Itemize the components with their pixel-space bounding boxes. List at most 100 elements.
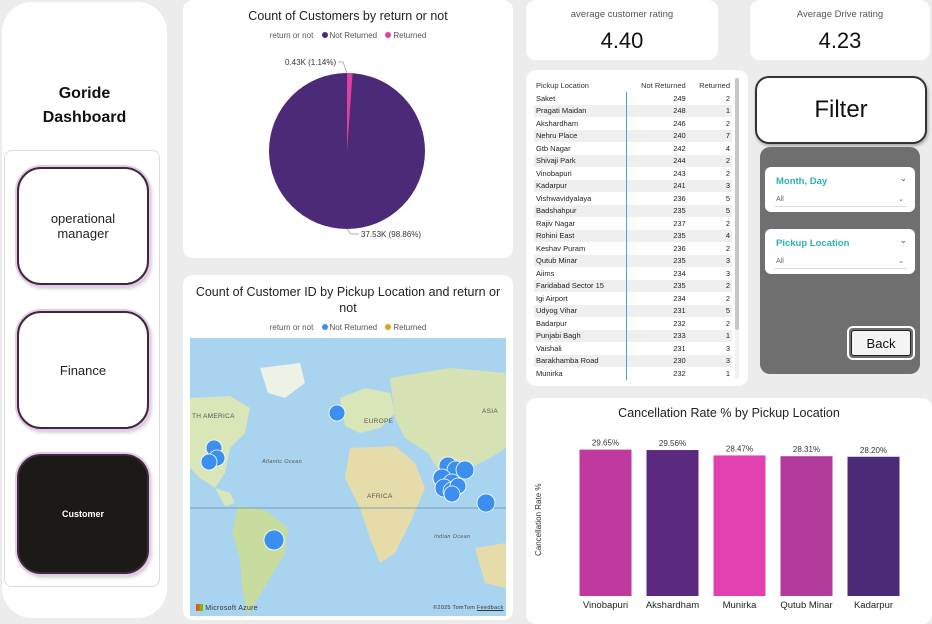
nav-customer-label: Customer (61, 509, 104, 519)
table-row[interactable]: Munirka 232 1 (534, 367, 732, 380)
table-cell-returned: 3 (687, 254, 732, 267)
kpi-drive-rating-label: Average Drive rating (796, 9, 884, 20)
nav-operational-manager-button[interactable]: operational manager (17, 167, 149, 285)
map-label-africa: AFRICA (367, 493, 393, 500)
table-cell-returned: 2 (725, 118, 730, 128)
map-bubble[interactable] (443, 485, 461, 503)
table-cell-returned: 2 (725, 243, 730, 253)
table-cell-location: Barakhamba Road (534, 354, 627, 367)
table-cell-returned: 2 (725, 93, 730, 103)
bar-kadarpur[interactable] (847, 456, 900, 596)
kpi-drive-rating-card: Average Drive rating 4.23 (750, 0, 930, 60)
table-row[interactable]: Rajiv Nagar 237 2 (534, 217, 732, 230)
table-cell-returned: 2 (725, 293, 730, 303)
table-cell-not-returned: 231 (625, 304, 688, 317)
slicer-month-day-value: All (776, 196, 784, 203)
table-cell-location: Aiims (536, 268, 555, 278)
table-row[interactable]: Vishwavidyalaya 236 5 (534, 192, 732, 205)
landmass-europe (340, 388, 395, 433)
table-row[interactable]: Barakhamba Road 230 3 (534, 354, 732, 367)
table-scrollbar-thumb[interactable] (735, 78, 739, 330)
table-cell-not-returned: 231 (625, 342, 688, 355)
map-bubble[interactable] (328, 404, 346, 422)
map-legend: return or not Not Returned Returned (183, 323, 513, 332)
map-title: Count of Customer ID by Pickup Location … (195, 285, 501, 315)
table-row[interactable]: Faridabad Sector 15 235 2 (534, 279, 732, 292)
table-row[interactable]: Qutub Minar 235 3 (534, 254, 732, 267)
table-header-row: Pickup Location Not Returned Returned (534, 78, 732, 92)
table-header-not-returned[interactable]: Not Returned (641, 80, 686, 90)
table-row[interactable]: Vaishali 231 3 (534, 342, 732, 355)
bar-qutub-minar[interactable] (780, 456, 833, 596)
bar-akshardham[interactable] (646, 450, 699, 596)
slicer-month-day-dropdown[interactable]: All ⌄ (774, 193, 907, 207)
table-row[interactable]: Pragati Maidan 248 1 (534, 104, 732, 117)
table-cell-location: Badshahpur (534, 204, 627, 217)
table-row[interactable]: Badshahpur 235 5 (534, 204, 732, 217)
bar-vinobapuri[interactable] (579, 449, 632, 596)
map-bubble[interactable] (200, 453, 218, 471)
world-map-shapes (190, 363, 506, 616)
chevron-down-icon[interactable]: ⌄ (899, 173, 907, 183)
table-row[interactable]: Punjabi Bagh 233 1 (534, 329, 732, 342)
table-row[interactable]: Keshav Puram 236 2 (534, 242, 732, 255)
bar-category-label: Munirka (723, 600, 758, 611)
table-row[interactable]: Rohini East 235 4 (534, 229, 732, 242)
table-cell-location: Pragati Maidan (534, 104, 627, 117)
chevron-down-icon[interactable]: ⌄ (899, 235, 907, 245)
table-body: Saket 249 2 Pragati Maidan 248 1 Akshardham 246… (534, 92, 732, 380)
slicer-month-day: Month, Day ⌄ All ⌄ (765, 167, 915, 212)
table-header-pickup-location[interactable]: Pickup Location (536, 80, 589, 90)
table-scrollbar[interactable] (735, 78, 739, 378)
table-row[interactable]: Akshardham 246 2 (534, 117, 732, 130)
table-cell-location: Akshardham (536, 118, 579, 128)
nav-customer-button[interactable]: Customer (17, 454, 149, 574)
pie-legend-not-returned[interactable]: Not Returned (329, 31, 378, 40)
table-row[interactable]: Udyog Vihar 231 5 (534, 304, 732, 317)
map-bubbles (200, 404, 496, 551)
table-cell-location: Saket (536, 93, 556, 103)
back-button[interactable]: Back (847, 326, 915, 360)
table-cell-returned: 1 (725, 368, 730, 378)
table-row[interactable]: Kadarpur 241 3 (534, 179, 732, 192)
table-row[interactable]: Aiims 234 3 (534, 267, 732, 280)
pie-legend-returned[interactable]: Returned (393, 31, 427, 40)
landmass-south-america (232, 506, 288, 616)
map-label-north-america: TH AMERICA (192, 413, 235, 420)
table-row[interactable]: Badarpur 232 2 (534, 317, 732, 330)
bar-chart: 29.65% Vinobapuri 29.56% Akshardham 28.47% Mu… (579, 439, 900, 611)
table-row[interactable]: Saket 249 2 (534, 92, 732, 105)
table-header-returned[interactable]: Returned (699, 80, 730, 90)
pie-slice-returned[interactable] (347, 73, 353, 151)
bar-data-label: 28.20% (860, 446, 887, 455)
table-row[interactable]: Vinobapuri 243 2 (534, 167, 732, 180)
map-bubble[interactable] (263, 529, 285, 551)
table-row[interactable]: Shivaji Park 244 2 (534, 154, 732, 167)
map-legend-returned[interactable]: Returned (393, 323, 427, 332)
table-row[interactable]: Nehru Place 240 7 (534, 129, 732, 142)
nav-panel: operational manager Finance Customer (4, 150, 160, 587)
table-cell-returned: 4 (687, 229, 732, 242)
map-feedback-link[interactable]: Feedback (476, 605, 504, 611)
world-map[interactable]: TH AMERICA EUROPE ASIA Atlantic Ocean AF… (190, 338, 506, 616)
slicer-pickup-location-dropdown[interactable]: All ⌄ (774, 255, 907, 269)
pickup-location-table: Pickup Location Not Returned Returned Sa… (534, 78, 732, 380)
filter-button[interactable]: Filter (755, 76, 927, 144)
pie-leader-line (338, 61, 348, 74)
table-cell-returned: 2 (725, 218, 730, 228)
map-label-europe: EUROPE (364, 418, 394, 425)
map-bubble[interactable] (476, 493, 496, 513)
back-button-label: Back (851, 330, 911, 356)
table-cell-location: Munirka (536, 368, 563, 378)
table-cell-location: Kadarpur (534, 179, 627, 192)
map-bubble[interactable] (455, 460, 475, 480)
slicer-pickup-location-title: Pickup Location (776, 238, 850, 249)
map-card: Count of Customer ID by Pickup Location … (183, 275, 513, 620)
nav-finance-button[interactable]: Finance (17, 311, 149, 429)
table-cell-location: Rohini East (534, 229, 627, 242)
bar-munirka[interactable] (713, 455, 766, 596)
map-legend-not-returned[interactable]: Not Returned (329, 323, 378, 332)
table-cell-not-returned: 235 (625, 254, 688, 267)
table-row[interactable]: Gtb Nagar 242 4 (534, 142, 732, 155)
table-row[interactable]: Igi Airport 234 2 (534, 292, 732, 305)
